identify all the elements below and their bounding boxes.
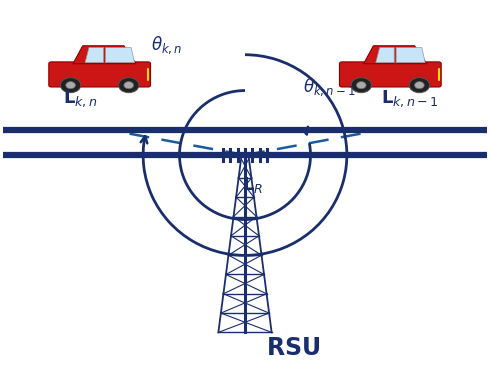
Polygon shape xyxy=(85,47,103,63)
Polygon shape xyxy=(105,47,135,63)
Text: $\mathbf{RSU}$: $\mathbf{RSU}$ xyxy=(267,336,320,360)
FancyBboxPatch shape xyxy=(340,62,441,87)
Ellipse shape xyxy=(66,82,75,89)
Ellipse shape xyxy=(124,82,134,89)
Ellipse shape xyxy=(119,78,139,93)
Ellipse shape xyxy=(356,82,366,89)
Polygon shape xyxy=(73,46,136,64)
FancyBboxPatch shape xyxy=(49,62,150,87)
Ellipse shape xyxy=(60,78,81,93)
Ellipse shape xyxy=(415,82,424,89)
Ellipse shape xyxy=(351,78,371,93)
Polygon shape xyxy=(376,47,394,63)
Text: $\mathbf{L}_{k,n}$: $\mathbf{L}_{k,n}$ xyxy=(63,89,98,109)
Text: $\mathbf{L}_{k,n-1}$: $\mathbf{L}_{k,n-1}$ xyxy=(381,89,439,109)
Ellipse shape xyxy=(409,78,430,93)
Text: $\theta_{k,n}$: $\theta_{k,n}$ xyxy=(151,35,182,56)
Text: $\mathbf{L}_R$: $\mathbf{L}_R$ xyxy=(242,175,263,195)
Text: $\theta_{k,n-1}$: $\theta_{k,n-1}$ xyxy=(303,77,356,98)
Polygon shape xyxy=(364,46,427,64)
Polygon shape xyxy=(396,47,425,63)
